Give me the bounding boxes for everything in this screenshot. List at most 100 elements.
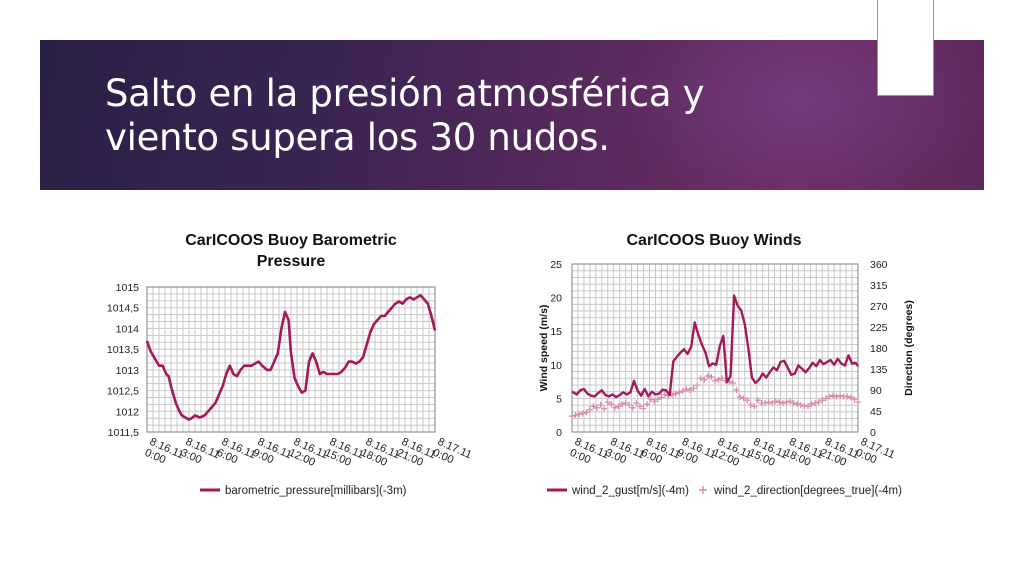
direction-marker (569, 413, 575, 420)
x-tick-label: 8.16.1112:00 (711, 436, 754, 473)
direction-marker (737, 394, 744, 400)
direction-marker (608, 401, 615, 407)
direction-marker (804, 403, 811, 410)
direction-marker (679, 387, 686, 394)
x-tick-label: 8.16.1115:00 (323, 436, 366, 473)
x-tick-label: 8.16.119:00 (251, 436, 294, 473)
direction-marker (790, 400, 797, 407)
y-tick-label: 1012,5 (107, 386, 139, 398)
direction-marker (633, 400, 640, 407)
direction-marker (754, 397, 761, 404)
chart-title: CarICOOS Buoy Winds (627, 232, 802, 249)
direction-marker (765, 399, 772, 406)
x-tick-label: 8.16.1115:00 (747, 436, 790, 473)
direction-marker (851, 396, 858, 403)
direction-marker (829, 392, 836, 399)
direction-marker (797, 401, 804, 408)
direction-marker (769, 400, 776, 407)
direction-marker (579, 410, 586, 417)
title-banner (40, 40, 984, 190)
y-tick-label: 1013,5 (107, 344, 139, 356)
y2-tick-label: 90 (870, 385, 882, 397)
slide-tab (877, 0, 934, 96)
legend-label-gust: wind_2_gust[m/s](-4m) (571, 485, 689, 497)
x-tick-label: 8.16.116:00 (215, 436, 258, 473)
legend-label-direction: wind_2_direction[degrees_true](-4m) (713, 485, 902, 497)
direction-marker (654, 396, 661, 403)
direction-marker (586, 406, 593, 413)
y-tick-label: 5 (556, 393, 562, 405)
y-tick-label: 10 (550, 360, 562, 372)
direction-marker (590, 403, 597, 410)
direction-marker (779, 400, 786, 407)
y2-tick-label: 315 (870, 280, 888, 292)
direction-marker (747, 401, 754, 408)
direction-marker (601, 405, 608, 412)
x-tick-label: 8.16.1118:00 (359, 436, 402, 473)
plot-area-border (146, 286, 436, 433)
direction-marker (697, 375, 704, 382)
direction-marker (740, 395, 747, 402)
direction-marker (794, 401, 801, 407)
direction-marker (855, 399, 861, 406)
y2-tick-label: 0 (870, 427, 876, 439)
chart-title: CarICOOS Buoy Barometric (185, 232, 397, 249)
direction-marker (694, 382, 701, 389)
direction-marker (822, 395, 829, 402)
direction-marker (661, 391, 668, 398)
legend-label-pressure: barometric_pressure[millibars](-3m) (225, 485, 407, 497)
x-tick-label: 8.16.1121:00 (818, 436, 861, 473)
direction-marker (615, 403, 622, 410)
y2-tick-label: 45 (870, 406, 882, 418)
y-tick-label: 0 (556, 427, 562, 439)
direction-marker (622, 400, 629, 407)
direction-marker (844, 393, 851, 400)
direction-marker (837, 392, 844, 399)
direction-marker (604, 399, 611, 406)
direction-marker (676, 389, 683, 396)
direction-marker (704, 373, 711, 379)
direction-marker (826, 393, 833, 400)
direction-marker (733, 387, 740, 393)
direction-marker (686, 387, 693, 393)
direction-marker (783, 399, 790, 406)
direction-marker (572, 412, 579, 419)
direction-marker (808, 401, 815, 407)
y-tick-label: 20 (550, 293, 562, 305)
y-axis-label: Wind speed (m/s) (538, 305, 550, 392)
direction-marker (611, 404, 618, 411)
direction-marker (701, 376, 708, 383)
direction-marker (833, 393, 840, 400)
legend-swatch-direction (699, 486, 707, 494)
direction-marker (847, 394, 854, 401)
x-tick-label: 8.16.116:00 (639, 436, 682, 473)
direction-marker (715, 376, 722, 383)
pressure-series-line (145, 293, 437, 421)
y-tick-label: 1014,5 (107, 303, 139, 315)
x-tick-label: 8.16.119:00 (675, 436, 718, 473)
x-tick-label: 8.16.1112:00 (287, 436, 330, 473)
y-tick-label: 25 (550, 259, 562, 271)
x-tick-label: 8.16.1118:00 (782, 436, 825, 473)
direction-marker (719, 375, 726, 382)
plot-area-border (571, 263, 859, 433)
chart-title: Pressure (257, 253, 326, 270)
direction-marker (744, 397, 751, 404)
x-tick-label: 8.16.1121:00 (395, 436, 438, 473)
x-tick-label: 8.16.113:00 (604, 436, 647, 473)
direction-marker (772, 398, 779, 405)
direction-marker (640, 405, 647, 412)
direction-marker (672, 390, 679, 397)
direction-marker (629, 404, 636, 411)
direction-marker (626, 401, 633, 408)
y-tick-label: 1013 (116, 365, 140, 377)
direction-marker (583, 409, 590, 416)
direction-marker (576, 411, 583, 418)
y2-tick-label: 360 (870, 259, 888, 271)
y-tick-label: 1011,5 (108, 427, 139, 439)
y-tick-label: 1012 (116, 406, 140, 418)
direction-marker (776, 399, 783, 406)
x-tick-label: 8.17.110:00 (854, 436, 897, 473)
direction-marker (819, 397, 826, 404)
